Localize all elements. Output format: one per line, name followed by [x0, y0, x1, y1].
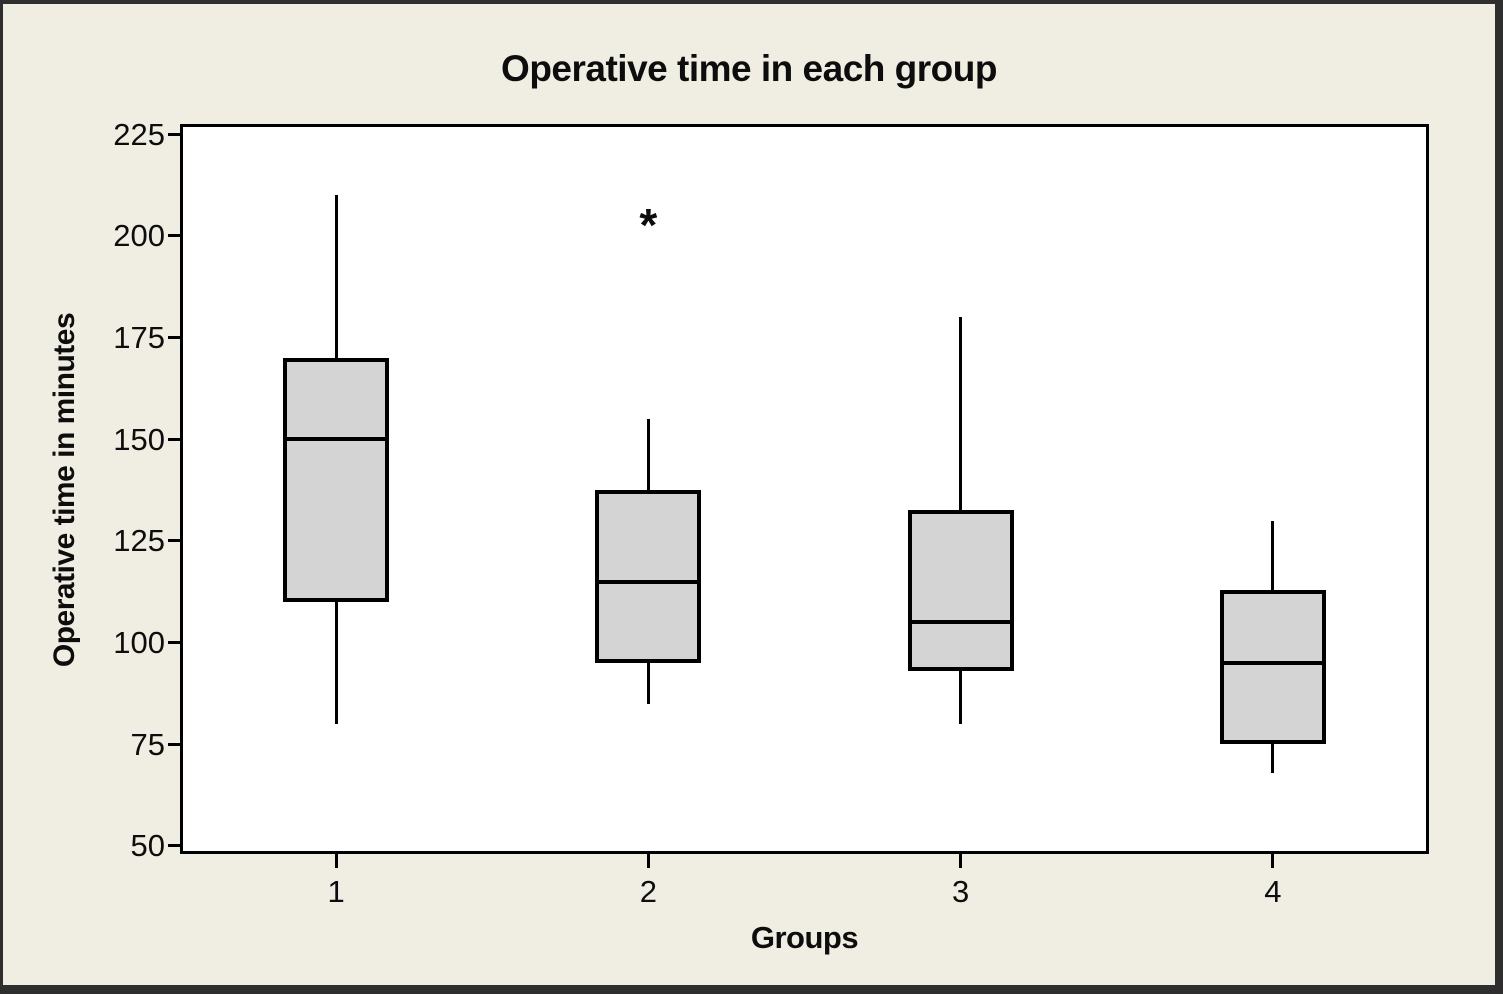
median-line [1221, 660, 1324, 665]
y-tick-label: 125 [113, 523, 165, 559]
y-tick [168, 437, 180, 441]
x-tick [959, 854, 963, 868]
x-tick-label: 4 [1264, 874, 1282, 909]
box [283, 357, 390, 602]
y-tick-label: 175 [113, 320, 165, 355]
box [595, 490, 702, 663]
y-tick [168, 641, 180, 645]
x-tick-label: 2 [639, 874, 657, 909]
median-line [597, 579, 700, 584]
x-tick-label: 3 [952, 874, 970, 909]
x-tick-label: 1 [327, 874, 345, 909]
whisker-upper [959, 317, 963, 511]
x-tick [646, 854, 650, 868]
y-tick-label: 200 [113, 218, 165, 254]
y-tick-label: 50 [130, 828, 165, 864]
whisker-lower [1271, 744, 1275, 773]
whisker-upper [334, 195, 338, 358]
whisker-upper [1271, 520, 1275, 590]
y-tick-label: 100 [113, 625, 165, 661]
whisker-lower [334, 601, 338, 724]
box [1219, 589, 1326, 745]
chart-title: Operative time in each group [501, 48, 997, 89]
y-axis-title: Operative time in minutes [48, 312, 81, 668]
box [907, 510, 1014, 671]
y-tick [168, 539, 180, 543]
y-tick [168, 844, 180, 848]
whisker-lower [646, 662, 650, 704]
x-tick [1271, 854, 1275, 868]
x-tick [334, 854, 338, 868]
outlier-marker: * [639, 198, 658, 251]
y-tick-label: 225 [113, 116, 165, 152]
whisker-lower [959, 670, 963, 724]
y-tick-label: 150 [113, 421, 165, 457]
x-axis-title: Groups [750, 920, 859, 955]
y-tick [168, 234, 180, 238]
y-tick [168, 336, 180, 339]
median-line [909, 620, 1012, 625]
y-tick [168, 132, 180, 136]
y-tick-label: 75 [130, 726, 165, 762]
whisker-upper [646, 418, 650, 490]
median-line [285, 437, 388, 442]
y-tick [168, 742, 180, 746]
